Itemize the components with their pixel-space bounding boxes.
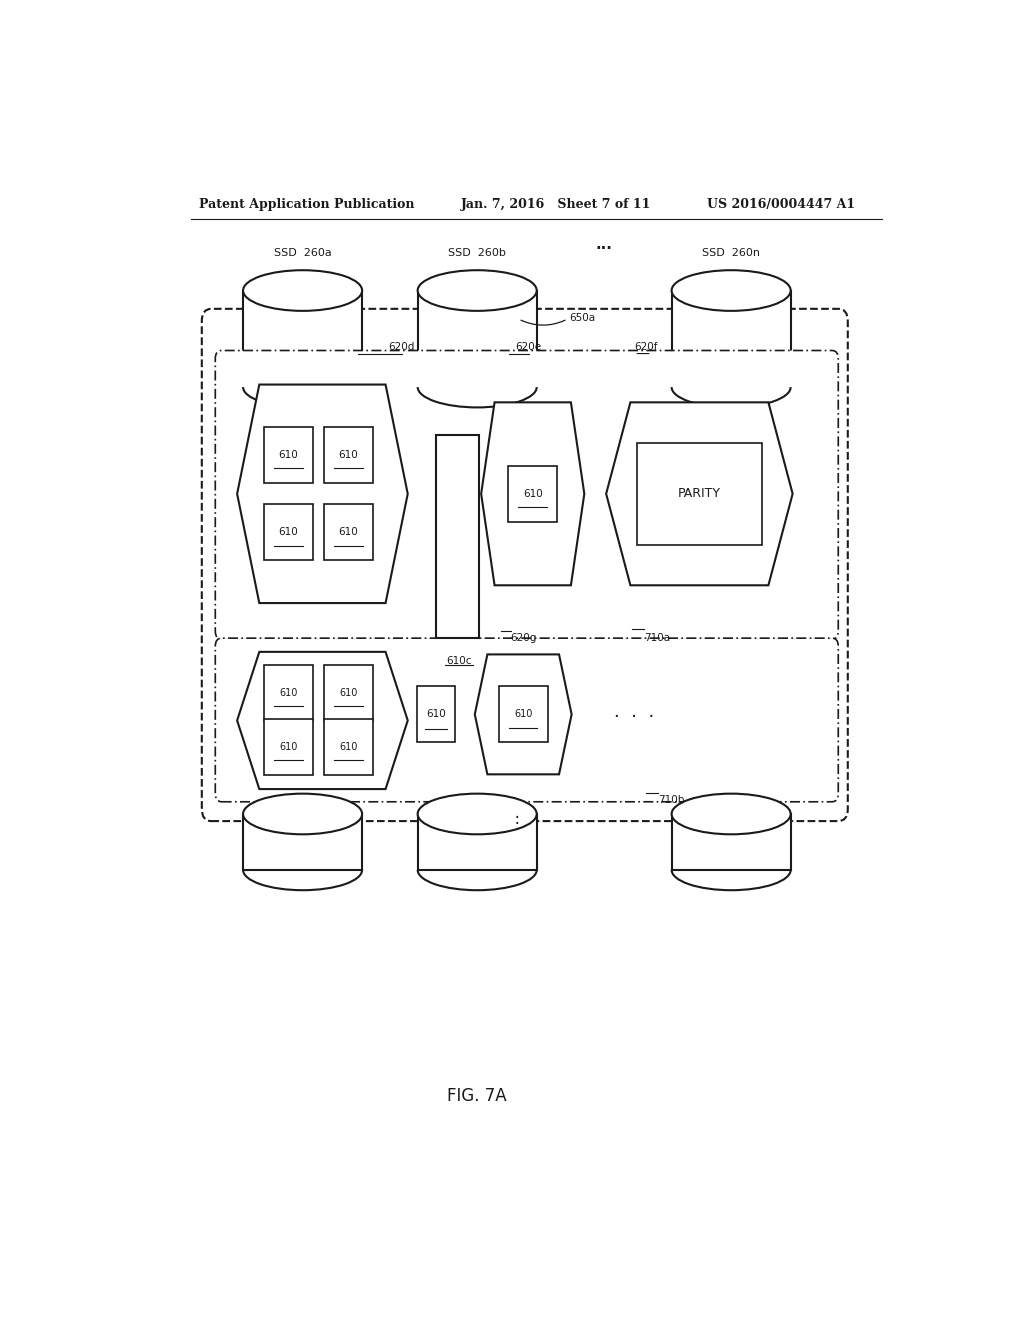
Bar bbox=[499, 686, 548, 742]
Text: PARITY: PARITY bbox=[678, 487, 721, 500]
Bar bbox=[324, 504, 373, 561]
Bar bbox=[324, 719, 373, 775]
Text: 610: 610 bbox=[339, 450, 358, 461]
Text: SSD  260n: SSD 260n bbox=[702, 248, 760, 257]
Text: ⋮: ⋮ bbox=[509, 814, 525, 832]
Text: 610c: 610c bbox=[446, 656, 472, 667]
Bar bbox=[243, 290, 362, 387]
Bar bbox=[324, 428, 373, 483]
Bar bbox=[672, 814, 791, 870]
Polygon shape bbox=[238, 652, 408, 789]
Bar bbox=[418, 290, 537, 387]
Text: 620g: 620g bbox=[511, 634, 537, 643]
Text: 620e: 620e bbox=[516, 342, 542, 351]
Text: SSD  260b: SSD 260b bbox=[449, 248, 506, 257]
Ellipse shape bbox=[243, 271, 362, 312]
Bar bbox=[672, 290, 791, 387]
Text: SSD  260a: SSD 260a bbox=[273, 248, 332, 257]
Text: 610: 610 bbox=[339, 528, 358, 537]
Text: 610: 610 bbox=[514, 709, 532, 719]
Text: 610: 610 bbox=[339, 688, 357, 698]
FancyBboxPatch shape bbox=[215, 638, 839, 801]
Bar bbox=[264, 665, 313, 721]
Polygon shape bbox=[481, 403, 585, 585]
FancyBboxPatch shape bbox=[202, 309, 848, 821]
Bar bbox=[436, 434, 479, 638]
Text: Jan. 7, 2016   Sheet 7 of 11: Jan. 7, 2016 Sheet 7 of 11 bbox=[461, 198, 651, 211]
Text: 610: 610 bbox=[426, 709, 445, 719]
Text: FIG. 7A: FIG. 7A bbox=[447, 1086, 507, 1105]
Text: 610: 610 bbox=[280, 688, 298, 698]
Text: 650a: 650a bbox=[569, 313, 595, 323]
Bar bbox=[243, 814, 362, 870]
Text: 610: 610 bbox=[280, 742, 298, 752]
Bar bbox=[264, 504, 313, 561]
Text: Patent Application Publication: Patent Application Publication bbox=[200, 198, 415, 211]
Bar bbox=[264, 428, 313, 483]
Text: US 2016/0004447 A1: US 2016/0004447 A1 bbox=[708, 198, 855, 211]
Text: 610: 610 bbox=[339, 742, 357, 752]
Polygon shape bbox=[606, 403, 793, 585]
Text: ...: ... bbox=[596, 236, 612, 252]
Text: 710b: 710b bbox=[658, 795, 684, 805]
Ellipse shape bbox=[672, 793, 791, 834]
Bar bbox=[637, 444, 762, 545]
FancyBboxPatch shape bbox=[215, 351, 839, 639]
Text: 610: 610 bbox=[279, 528, 298, 537]
Ellipse shape bbox=[243, 793, 362, 834]
Bar bbox=[418, 814, 537, 870]
Polygon shape bbox=[238, 384, 408, 603]
Bar bbox=[324, 665, 373, 721]
Polygon shape bbox=[475, 655, 571, 775]
Ellipse shape bbox=[672, 271, 791, 312]
Text: 620f: 620f bbox=[634, 342, 657, 351]
Text: 610: 610 bbox=[523, 488, 543, 499]
Ellipse shape bbox=[418, 271, 537, 312]
Text: 610: 610 bbox=[279, 450, 298, 461]
Text: 620d: 620d bbox=[388, 342, 415, 351]
Bar bbox=[508, 466, 557, 521]
Bar bbox=[417, 686, 455, 742]
Ellipse shape bbox=[418, 793, 537, 834]
Bar bbox=[264, 719, 313, 775]
Text: 710a: 710a bbox=[644, 634, 670, 643]
Text: ·  ·  ·: · · · bbox=[614, 709, 654, 726]
